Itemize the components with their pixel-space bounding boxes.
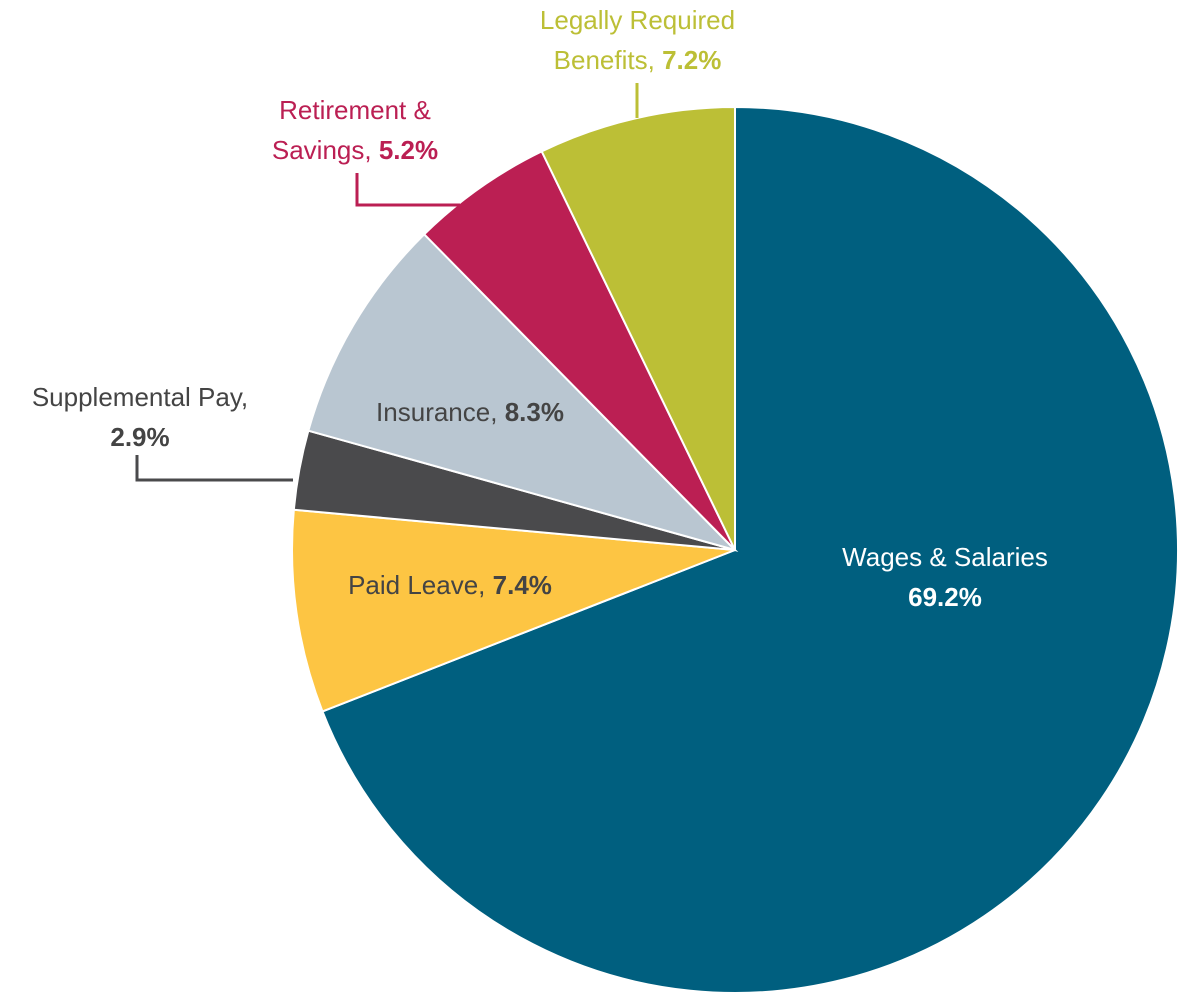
pie-slice [540,105,736,551]
slice-label: Legally Required Benefits, 7.2% [500,0,775,80]
category-name: Supplemental Pay, [31,382,249,412]
slice-label: Paid Leave, 7.4% [300,565,600,605]
pie-slice [291,508,736,713]
pie-slice [307,232,739,552]
category-name: Wages & Salaries [842,542,1048,572]
category-name: Legally Required Benefits, [539,5,736,75]
slice-label: Retirement & Savings, 5.2% [230,90,480,170]
category-name: Retirement & Savings, [271,95,431,165]
slice-label: Wages & Salaries 69.2% [800,537,1090,617]
value-label: 7.4% [492,570,552,600]
category-name: Paid Leave, [348,570,486,600]
value-label: 5.2% [378,135,439,165]
slices [291,105,1179,994]
leader-line [135,455,293,482]
leader-line [355,173,460,207]
pie-slice [422,150,736,551]
pie-slice [321,105,1179,994]
slice-label: Supplemental Pay, 2.9% [0,377,280,457]
value-label: 7.2% [662,45,722,75]
value-label: 69.2% [908,582,982,612]
value-label: 2.9% [110,422,170,452]
category-name: Insurance, [376,397,498,427]
slice-label: Insurance, 8.3% [330,392,610,432]
value-label: 8.3% [504,397,564,427]
